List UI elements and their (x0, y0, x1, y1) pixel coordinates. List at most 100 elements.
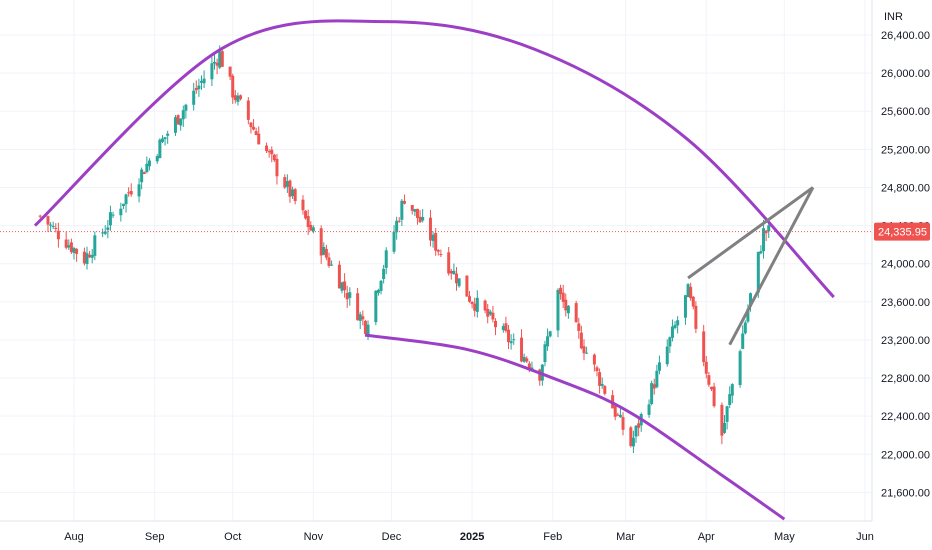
candle-body (449, 270, 453, 274)
candle-body (704, 361, 708, 374)
candle-body (603, 386, 607, 394)
candle-body (236, 95, 240, 102)
candle-body (93, 235, 97, 256)
candle-body (127, 192, 131, 194)
candle-body (64, 239, 68, 248)
candle-body (327, 257, 331, 266)
x-tick-label: Oct (224, 531, 241, 543)
candle-body (85, 253, 89, 264)
candle-body (725, 406, 729, 422)
candle-body (275, 158, 279, 177)
x-tick-label: 2025 (460, 531, 484, 543)
candle-body (202, 78, 206, 84)
candle-body (252, 126, 256, 130)
candle-body (746, 308, 750, 322)
candle-body (629, 427, 633, 446)
candle-body (585, 352, 589, 354)
candle-body (454, 273, 458, 284)
candle-body (75, 248, 79, 254)
candle-body (579, 332, 583, 349)
candle-body (436, 249, 440, 252)
wedge-upper-line[interactable] (687, 186, 814, 280)
candle-body (655, 370, 659, 388)
y-tick-label: 24,800.00 (881, 182, 930, 194)
candle-body (421, 217, 425, 221)
candle-body (749, 293, 753, 307)
upper-arc-trendline[interactable] (33, 19, 835, 299)
candle-body (108, 212, 112, 226)
last-price-badge: 24,335.95 (874, 222, 930, 241)
candle-body (129, 191, 133, 195)
candle-body (343, 281, 347, 291)
candle-body (447, 252, 451, 274)
candle-body (51, 225, 55, 228)
candle-body (728, 394, 732, 405)
candle-body (764, 230, 768, 234)
currency-label: INR (884, 11, 903, 23)
candle-body (418, 216, 422, 223)
candle-body (395, 220, 399, 233)
wedge-lower-line[interactable] (728, 186, 815, 346)
x-tick-label: Mar (616, 531, 635, 543)
candle-body (473, 303, 477, 311)
candle-body (49, 224, 53, 226)
candle-body (470, 301, 474, 305)
candle-body (218, 51, 222, 68)
candle-body (309, 224, 313, 231)
candle-body (304, 210, 308, 219)
y-tick-label: 22,400.00 (881, 411, 930, 423)
candle-body (239, 95, 243, 100)
candle-body (670, 326, 674, 338)
candle-body (384, 250, 388, 268)
candle-body (647, 404, 651, 415)
candle-body (613, 405, 617, 417)
candle-body (319, 228, 323, 256)
x-tick-label: Feb (543, 531, 562, 543)
candle-body (228, 66, 232, 77)
candle-body (90, 254, 94, 258)
candle-body (392, 231, 396, 252)
candle-body (88, 254, 92, 258)
candle-body (543, 344, 547, 363)
candle-body (249, 122, 253, 128)
candle-body (722, 422, 726, 433)
candle-body (756, 251, 760, 293)
candle-body (730, 384, 734, 396)
candle-body (707, 375, 711, 385)
candle-body (330, 264, 334, 266)
y-tick-label: 23,200.00 (881, 335, 930, 347)
candle-body (564, 299, 568, 311)
lower-arc-trendline[interactable] (365, 333, 786, 521)
candle-body (428, 217, 432, 241)
candle-body (652, 384, 656, 389)
candle-body (689, 286, 693, 299)
candle-body (465, 275, 469, 297)
x-tick-label: Jun (856, 531, 874, 543)
candle-body (410, 205, 414, 211)
candle-body (363, 320, 367, 334)
candle-body (210, 63, 214, 80)
candle-body (348, 292, 352, 298)
candle-body (712, 386, 716, 407)
candle-body (361, 316, 365, 320)
candle-body (561, 292, 565, 302)
candle-body (494, 320, 498, 328)
candle-body (147, 160, 151, 167)
candle-body (686, 284, 690, 298)
candle-body (192, 90, 196, 105)
candle-body (38, 215, 42, 217)
candle-body (509, 341, 513, 344)
candle-body (140, 169, 144, 183)
candle-body (283, 177, 287, 188)
candle-body (233, 95, 237, 101)
candle-body (501, 326, 505, 331)
candle-body (324, 248, 328, 258)
candle-body (650, 383, 654, 404)
candle-body (119, 208, 123, 216)
candle-body (668, 337, 672, 347)
x-tick-label: Dec (382, 531, 402, 543)
candle-body (431, 234, 435, 241)
candle-body (56, 230, 60, 240)
candle-body (322, 246, 326, 255)
